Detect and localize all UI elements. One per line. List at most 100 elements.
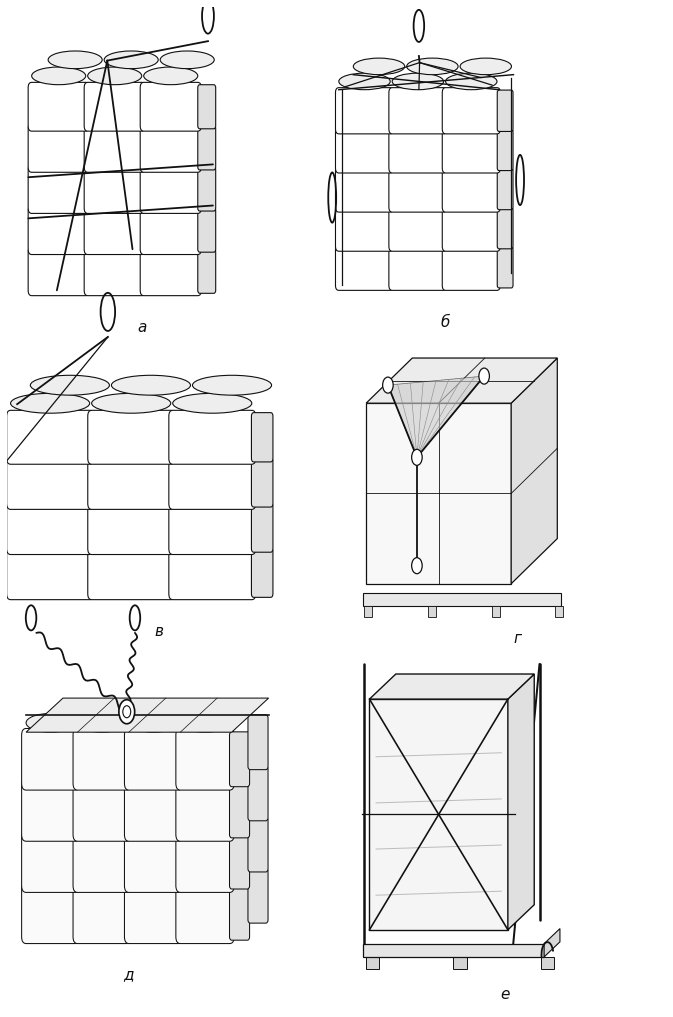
FancyBboxPatch shape bbox=[22, 882, 80, 944]
FancyBboxPatch shape bbox=[229, 886, 250, 940]
Ellipse shape bbox=[32, 67, 85, 84]
Bar bbox=[555, 606, 563, 617]
FancyBboxPatch shape bbox=[22, 728, 80, 790]
FancyBboxPatch shape bbox=[442, 127, 500, 173]
FancyBboxPatch shape bbox=[73, 780, 131, 841]
Ellipse shape bbox=[48, 51, 102, 68]
Bar bbox=[363, 944, 544, 957]
FancyBboxPatch shape bbox=[28, 247, 90, 296]
Ellipse shape bbox=[180, 714, 229, 732]
FancyBboxPatch shape bbox=[87, 410, 174, 464]
FancyBboxPatch shape bbox=[252, 548, 273, 597]
FancyBboxPatch shape bbox=[125, 882, 183, 944]
FancyBboxPatch shape bbox=[176, 780, 234, 841]
FancyBboxPatch shape bbox=[169, 410, 256, 464]
FancyBboxPatch shape bbox=[125, 728, 183, 790]
Bar bbox=[366, 403, 511, 584]
FancyBboxPatch shape bbox=[28, 205, 90, 254]
Ellipse shape bbox=[26, 714, 75, 732]
FancyBboxPatch shape bbox=[125, 831, 183, 892]
FancyBboxPatch shape bbox=[229, 783, 250, 838]
Ellipse shape bbox=[87, 67, 142, 84]
FancyBboxPatch shape bbox=[87, 500, 174, 554]
FancyBboxPatch shape bbox=[84, 165, 145, 214]
FancyBboxPatch shape bbox=[87, 456, 174, 510]
Ellipse shape bbox=[406, 58, 458, 74]
FancyBboxPatch shape bbox=[442, 166, 500, 213]
FancyBboxPatch shape bbox=[22, 831, 80, 892]
Ellipse shape bbox=[446, 73, 497, 89]
FancyBboxPatch shape bbox=[140, 123, 201, 172]
FancyBboxPatch shape bbox=[252, 458, 273, 507]
FancyBboxPatch shape bbox=[7, 546, 94, 600]
FancyBboxPatch shape bbox=[73, 728, 131, 790]
FancyBboxPatch shape bbox=[7, 500, 94, 554]
FancyBboxPatch shape bbox=[140, 247, 201, 296]
Bar bbox=[428, 606, 436, 617]
FancyBboxPatch shape bbox=[335, 205, 394, 251]
FancyBboxPatch shape bbox=[28, 82, 90, 131]
FancyBboxPatch shape bbox=[176, 831, 234, 892]
FancyBboxPatch shape bbox=[252, 413, 273, 462]
FancyBboxPatch shape bbox=[84, 123, 145, 172]
FancyBboxPatch shape bbox=[198, 208, 216, 252]
FancyBboxPatch shape bbox=[84, 82, 145, 131]
Ellipse shape bbox=[173, 394, 252, 413]
FancyBboxPatch shape bbox=[140, 205, 201, 254]
Polygon shape bbox=[366, 358, 557, 403]
FancyBboxPatch shape bbox=[497, 169, 513, 210]
FancyBboxPatch shape bbox=[198, 84, 216, 129]
Ellipse shape bbox=[112, 375, 190, 396]
FancyBboxPatch shape bbox=[248, 715, 268, 770]
FancyBboxPatch shape bbox=[84, 205, 145, 254]
FancyBboxPatch shape bbox=[198, 249, 216, 293]
FancyBboxPatch shape bbox=[140, 82, 201, 131]
FancyBboxPatch shape bbox=[7, 456, 94, 510]
FancyBboxPatch shape bbox=[442, 87, 500, 134]
Bar bbox=[491, 606, 499, 617]
FancyBboxPatch shape bbox=[442, 244, 500, 291]
FancyBboxPatch shape bbox=[389, 244, 447, 291]
Ellipse shape bbox=[129, 714, 178, 732]
FancyBboxPatch shape bbox=[335, 127, 394, 173]
FancyBboxPatch shape bbox=[169, 546, 256, 600]
Circle shape bbox=[119, 700, 135, 724]
Circle shape bbox=[412, 557, 422, 574]
FancyBboxPatch shape bbox=[22, 780, 80, 841]
Text: г: г bbox=[513, 631, 522, 646]
FancyBboxPatch shape bbox=[497, 129, 513, 171]
FancyBboxPatch shape bbox=[248, 766, 268, 821]
Bar bbox=[454, 957, 466, 969]
FancyBboxPatch shape bbox=[87, 546, 174, 600]
Polygon shape bbox=[508, 674, 534, 930]
Ellipse shape bbox=[104, 51, 158, 68]
Text: е: е bbox=[500, 986, 509, 1002]
Text: в: в bbox=[154, 623, 163, 639]
Bar bbox=[541, 957, 554, 969]
FancyBboxPatch shape bbox=[335, 166, 394, 213]
FancyBboxPatch shape bbox=[248, 869, 268, 923]
FancyBboxPatch shape bbox=[497, 91, 513, 131]
FancyBboxPatch shape bbox=[140, 165, 201, 214]
Ellipse shape bbox=[11, 394, 90, 413]
Bar bbox=[369, 699, 508, 930]
Polygon shape bbox=[511, 358, 557, 584]
FancyBboxPatch shape bbox=[169, 500, 256, 554]
FancyBboxPatch shape bbox=[497, 246, 513, 288]
FancyBboxPatch shape bbox=[125, 780, 183, 841]
FancyBboxPatch shape bbox=[335, 87, 394, 134]
FancyBboxPatch shape bbox=[442, 205, 500, 251]
Polygon shape bbox=[544, 929, 560, 957]
FancyBboxPatch shape bbox=[229, 834, 250, 889]
FancyBboxPatch shape bbox=[389, 127, 447, 173]
FancyBboxPatch shape bbox=[169, 456, 256, 510]
Polygon shape bbox=[388, 376, 484, 458]
Bar bbox=[364, 606, 372, 617]
Circle shape bbox=[412, 450, 422, 466]
Ellipse shape bbox=[30, 375, 110, 396]
Bar bbox=[363, 593, 561, 606]
Ellipse shape bbox=[339, 73, 390, 89]
Ellipse shape bbox=[192, 375, 272, 396]
Circle shape bbox=[122, 706, 131, 718]
FancyBboxPatch shape bbox=[389, 205, 447, 251]
